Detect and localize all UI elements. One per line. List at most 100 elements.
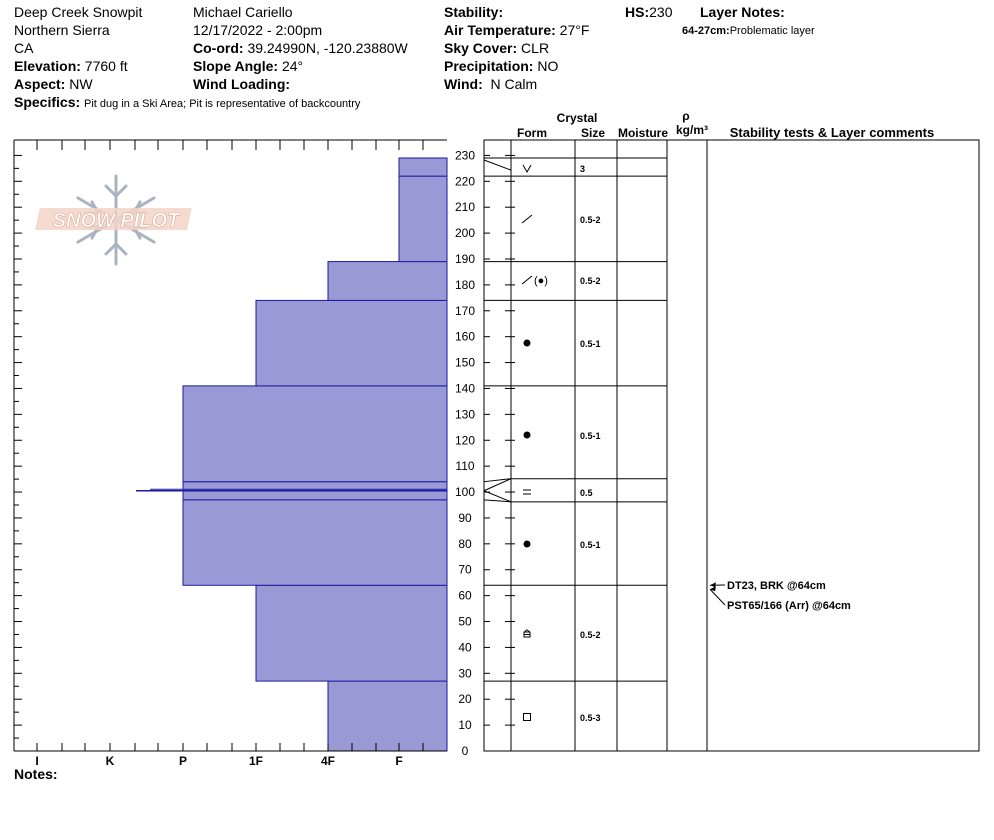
- size-header: Size: [581, 126, 605, 140]
- sky-cover-label: Sky Cover:: [444, 40, 518, 56]
- crystal-header: Crystal: [557, 111, 598, 125]
- notes-label: Notes:: [14, 766, 58, 782]
- depth-tick-label: 120: [455, 433, 475, 447]
- pit-name: Deep Creek Snowpit: [14, 4, 143, 20]
- elevation-label: Elevation:: [14, 58, 81, 74]
- rho-header: ρ: [682, 109, 689, 123]
- hardness-scale-label: F: [395, 754, 402, 768]
- depth-tick-label: 110: [455, 459, 474, 473]
- grain-size-label: 3: [580, 164, 585, 174]
- depth-tick-label: 10: [458, 718, 472, 732]
- slope-row: Slope Angle: 24°: [193, 58, 303, 75]
- elevation-value: 7760 ft: [84, 58, 128, 74]
- depth-tick-label: 180: [455, 278, 475, 292]
- rounded-grain-icon: (●): [534, 275, 548, 287]
- grain-size-label: 0.5: [580, 488, 593, 498]
- grid-lines: [13, 139, 447, 752]
- layer-notes-label: Layer Notes:: [700, 4, 785, 20]
- sky-cover-row: Sky Cover: CLR: [444, 40, 549, 57]
- decomposing-grain-icon: [521, 275, 533, 285]
- hardness-bar: [398, 157, 448, 177]
- depth-tick-label: 190: [455, 252, 475, 266]
- form-header: Form: [517, 126, 547, 140]
- decomposing-grain-icon: [521, 214, 533, 224]
- range-name: Northern Sierra: [14, 22, 110, 38]
- depth-tick-label: 200: [455, 226, 475, 240]
- grain-size-label: 0.5-1: [580, 540, 601, 550]
- depth-tick-label: 100: [455, 485, 475, 499]
- wind-row: Wind: N Calm: [444, 76, 537, 93]
- elevation-row: Elevation: 7760 ft: [14, 58, 128, 75]
- layer-note-row: 64-27cm:Problematic layer: [682, 23, 815, 40]
- depth-tick-label: 160: [455, 330, 475, 344]
- hs-row: HS:230: [625, 4, 672, 21]
- hardness-bar: [255, 299, 448, 387]
- grain-size-label: 0.5-1: [580, 431, 601, 441]
- slope-label: Slope Angle:: [193, 58, 279, 74]
- stability-test-label: DT23, BRK @64cm: [727, 580, 826, 592]
- precip-label: Precipitation:: [444, 58, 534, 74]
- hardness-bar: [182, 499, 448, 586]
- depth-tick-label: 130: [455, 407, 475, 421]
- slope-value: 24°: [281, 58, 304, 74]
- observation-datetime: 12/17/2022 - 2:00pm: [193, 22, 323, 38]
- rounded-grain-icon: [523, 431, 531, 439]
- hardness-bar: [182, 490, 448, 501]
- layer-connector: [483, 478, 512, 492]
- coord-value: 39.24990N, -120.23880W: [247, 40, 408, 56]
- precip-value: NO: [537, 58, 559, 74]
- depth-tick-label: 220: [455, 174, 475, 188]
- hardness-bar: [182, 385, 448, 483]
- sky-cover-value: CLR: [521, 40, 550, 56]
- layer-columns: 0.5-3 0.5-2 0.5-1 0.5 0.5-1 0.5-1 (●) 0.5-2 0.5-…: [483, 139, 980, 752]
- wind-value: N Calm: [490, 76, 538, 92]
- air-temp-value: 27°F: [559, 22, 590, 38]
- precip-row: Precipitation: NO: [444, 58, 558, 75]
- snowpilot-logo-text: SNOW PILOT: [53, 210, 181, 232]
- hardness-profile: [136, 157, 448, 752]
- layer-note-text: Problematic layer: [729, 25, 815, 37]
- layer-connector: [483, 499, 512, 503]
- hardness-scale-label: K: [106, 754, 115, 768]
- hardness-scale-label: I: [35, 754, 38, 768]
- wind-loading-row: Wind Loading:: [193, 76, 290, 93]
- depth-tick-label: 20: [458, 692, 472, 706]
- aspect-row: Aspect: NW: [14, 76, 93, 93]
- state-name: CA: [14, 40, 34, 56]
- grain-size-label: 0.5-2: [580, 215, 601, 225]
- specifics-value: Pit dug in a Ski Area; Pit is representa…: [84, 98, 361, 110]
- specifics-label: Specifics:: [14, 94, 81, 110]
- depth-tick-label: 60: [458, 589, 472, 603]
- hardness-bar: [327, 261, 448, 301]
- air-temp-label: Air Temperature:: [444, 22, 556, 38]
- hs-value: 230: [649, 4, 673, 20]
- observer-name: Michael Cariello: [193, 4, 293, 20]
- mixed-faceted-grain-icon: [524, 629, 530, 633]
- depth-tick-label: 230: [455, 148, 475, 162]
- layer-connector: [483, 159, 512, 171]
- stability-test-label: PST65/166 (Arr) @64cm: [727, 600, 851, 612]
- depth-tick-label: 170: [455, 304, 475, 318]
- grain-size-label: 0.5-2: [580, 630, 601, 640]
- air-temp-row: Air Temperature: 27°F: [444, 22, 589, 39]
- hardness-scale-label: 1F: [249, 754, 263, 768]
- stability-test-pointer: [709, 588, 726, 606]
- rounded-grain-icon: [523, 540, 531, 548]
- coord-label: Co-ord:: [193, 40, 244, 56]
- snowpilot-logo: SNOW PILOT: [35, 174, 192, 266]
- grain-size-label: 0.5-3: [580, 713, 601, 723]
- depth-tick-label: 140: [455, 381, 475, 395]
- layer-note-range: 64-27cm:: [682, 25, 730, 37]
- coord-row: Co-ord: 39.24990N, -120.23880W: [193, 40, 408, 57]
- wind-label: Wind:: [444, 76, 483, 92]
- pointer-arrow-icon: [710, 582, 716, 588]
- aspect-value: NW: [69, 76, 93, 92]
- hardness-bar: [398, 175, 448, 263]
- aspect-label: Aspect:: [14, 76, 66, 92]
- depth-tick-label: 50: [458, 615, 472, 629]
- grain-size-label: 0.5-1: [580, 339, 601, 349]
- wind-loading-label: Wind Loading:: [193, 76, 291, 92]
- hardness-scale-label: P: [179, 754, 187, 768]
- density-header: kg/m³: [676, 123, 708, 137]
- stability-row: Stability:: [444, 4, 503, 21]
